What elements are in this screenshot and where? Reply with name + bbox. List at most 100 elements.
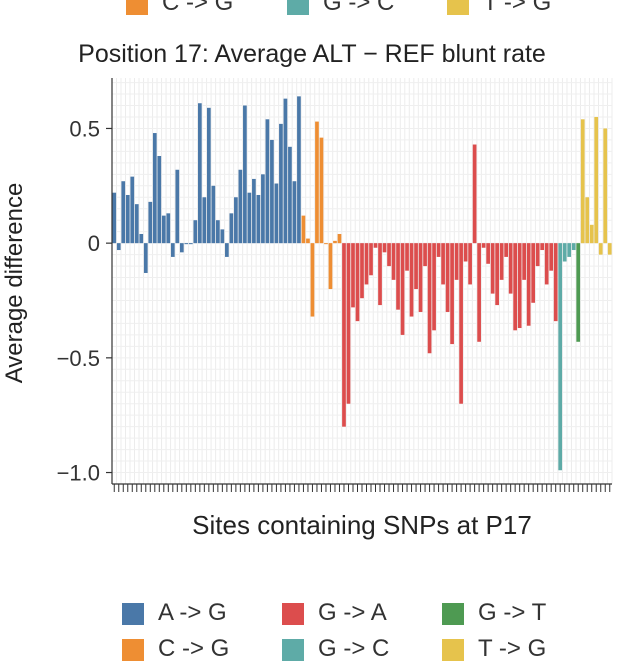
bar (342, 243, 346, 427)
bar (297, 96, 301, 244)
bar (166, 213, 171, 244)
bar (387, 243, 391, 267)
bar (351, 243, 355, 308)
bar (517, 243, 522, 329)
bar (418, 243, 423, 312)
bar (252, 178, 256, 244)
bar (220, 229, 225, 244)
legend-label: A -> G (158, 599, 227, 626)
bar (459, 243, 463, 404)
bar (364, 243, 369, 285)
bar (441, 243, 445, 285)
axes: 0.5 0 −0.5 −1.0 (57, 78, 612, 492)
chart-title: Position 17: Average ALT − REF blunt rat… (78, 40, 546, 68)
bar (558, 243, 563, 471)
bar (468, 243, 472, 285)
bar (234, 197, 238, 244)
bar (472, 144, 477, 244)
bar (292, 181, 297, 244)
bar (288, 146, 292, 244)
bar (531, 243, 536, 303)
y-tick-label: −0.5 (57, 346, 100, 371)
bar (197, 103, 202, 244)
bar (513, 243, 518, 331)
bar (319, 137, 324, 244)
bar (522, 243, 527, 280)
legend-swatch (447, 0, 469, 15)
bar (427, 243, 432, 354)
bar (256, 194, 261, 244)
bar (396, 243, 400, 310)
bar (261, 174, 265, 244)
bar (603, 128, 608, 244)
bar (594, 116, 599, 244)
bar (549, 243, 554, 271)
bar (152, 133, 157, 244)
y-tick-label: 0.5 (69, 116, 100, 141)
legend-label: G -> C (323, 0, 395, 16)
y-tick-label: 0 (88, 231, 100, 256)
bar (130, 176, 135, 244)
bar (481, 243, 486, 248)
bar (161, 215, 166, 244)
bar (598, 243, 603, 255)
bar (355, 243, 360, 322)
legend-swatch (122, 639, 144, 661)
bar (125, 194, 130, 244)
y-tick-label: −1.0 (57, 461, 100, 486)
bar (157, 155, 162, 244)
bar (337, 233, 342, 244)
bar (504, 243, 508, 257)
bar (562, 243, 567, 262)
legend-label: G -> A (318, 599, 387, 626)
bar (544, 243, 549, 285)
legend-swatch (287, 0, 309, 15)
bar (585, 197, 590, 244)
legend-swatch (282, 603, 304, 625)
bar (436, 243, 441, 257)
legend-bottom-row-1: A -> G G -> A G -> T (0, 598, 625, 628)
bar (112, 192, 117, 244)
bar (414, 243, 418, 290)
legend-label: C -> G (158, 635, 230, 662)
bar (170, 243, 175, 257)
bar (216, 220, 220, 244)
y-axis-label: Average difference (1, 183, 28, 384)
bar (270, 139, 274, 244)
bar (589, 224, 594, 244)
bar (490, 243, 495, 294)
bar (463, 243, 468, 262)
bar (508, 243, 513, 294)
bar (229, 213, 234, 244)
bar (274, 183, 279, 244)
bar (486, 243, 490, 264)
legend-label: T -> G (483, 0, 552, 16)
bar (378, 243, 382, 306)
bar (333, 240, 337, 244)
bar (193, 220, 198, 244)
legend-swatch (442, 639, 464, 661)
legend-label: T -> G (478, 635, 547, 662)
legend-swatch (122, 603, 144, 625)
legend-swatch (126, 0, 148, 15)
bar (450, 243, 454, 345)
bar (423, 243, 427, 267)
legend-swatch (442, 603, 464, 625)
bars (112, 96, 612, 471)
bar (535, 243, 540, 267)
grid-lines (111, 78, 613, 484)
bar (382, 243, 387, 253)
bar (495, 243, 499, 306)
legend-top-row: C -> G G -> C T -> G (0, 0, 625, 18)
legend-label: C -> G (162, 0, 234, 16)
bar (238, 169, 243, 244)
bar (139, 233, 144, 244)
bar (179, 243, 184, 253)
x-axis-label: Sites containing SNPs at P17 (192, 510, 532, 540)
bar (175, 169, 180, 244)
bar (571, 243, 576, 251)
bar (247, 192, 252, 244)
bar (143, 243, 148, 273)
bar (580, 119, 585, 244)
bar (283, 98, 288, 244)
